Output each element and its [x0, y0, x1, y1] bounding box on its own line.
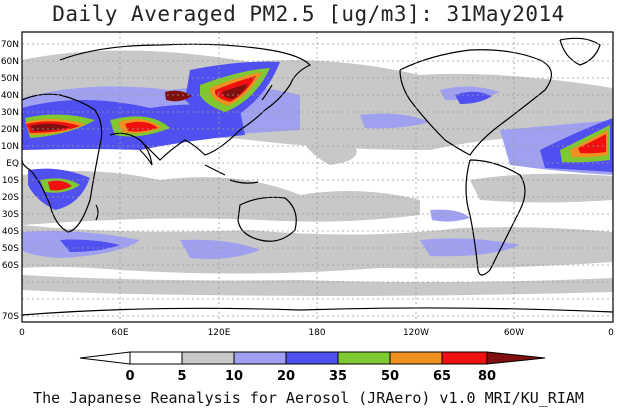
lat-label: 10S: [2, 176, 19, 186]
colorbar-label: 0: [125, 369, 134, 384]
lat-label: 30S: [2, 210, 19, 220]
lat-label: 70S: [2, 312, 19, 322]
lat-label: 40S: [2, 227, 19, 237]
colorbar-segment: [285, 351, 339, 365]
colorbar-label: 65: [433, 369, 451, 384]
lon-label: 0: [19, 328, 25, 338]
coastlines: [22, 37, 613, 316]
colorbar-segment: [389, 351, 443, 365]
colorbar-label: 35: [329, 369, 347, 384]
colorbar-label: 80: [478, 369, 496, 384]
colorbar-segment: [233, 351, 287, 365]
lat-label: 20N: [1, 125, 19, 135]
lon-label: 180: [308, 328, 325, 338]
colorbar-segment: [129, 351, 183, 365]
colorbar-segment: [181, 351, 235, 365]
map-title: Daily Averaged PM2.5 [ug/m3]: 31May2014: [52, 2, 565, 26]
lat-label: 30N: [1, 108, 19, 118]
map-frame: [21, 31, 614, 323]
colorbar-label: 50: [381, 369, 399, 384]
lat-label: 60N: [1, 57, 19, 67]
lat-label: 50N: [1, 74, 19, 84]
colorbar-label: 20: [277, 369, 295, 384]
colorbar-segment: [337, 351, 391, 365]
longitude-axis: 0 60E 120E 180 120W 60W 0: [19, 328, 614, 338]
lon-label: 120W: [403, 328, 429, 338]
footer-credit: The Japanese Reanalysis for Aerosol (JRA…: [33, 389, 584, 407]
lon-label: 60W: [504, 328, 524, 338]
lat-label: 10N: [1, 142, 19, 152]
pm25-band-5-10: [22, 50, 613, 296]
latitude-axis: 70N 60N 50N 40N 30N 20N 10N EQ 10S 20S 3…: [1, 40, 19, 322]
colorbar-segment-low-end: [79, 351, 131, 365]
graticule: [22, 32, 613, 322]
lat-label: 40N: [1, 91, 19, 101]
lat-label: 70N: [1, 40, 19, 50]
colorbar-segment-high-end: [486, 351, 546, 365]
lat-label: EQ: [6, 159, 19, 169]
lon-label: 60E: [111, 328, 128, 338]
lat-label: 60S: [2, 261, 19, 271]
colorbar-segment: [441, 351, 488, 365]
lat-label: 20S: [2, 193, 19, 203]
lon-label: 120E: [208, 328, 231, 338]
colorbar: 0 5 10 20 35 50 65 80: [79, 351, 546, 384]
lon-label: 0: [608, 328, 614, 338]
pm25-field: [22, 50, 613, 296]
lat-label: 50S: [2, 244, 19, 254]
colorbar-label: 10: [225, 369, 243, 384]
colorbar-label: 5: [177, 369, 186, 384]
